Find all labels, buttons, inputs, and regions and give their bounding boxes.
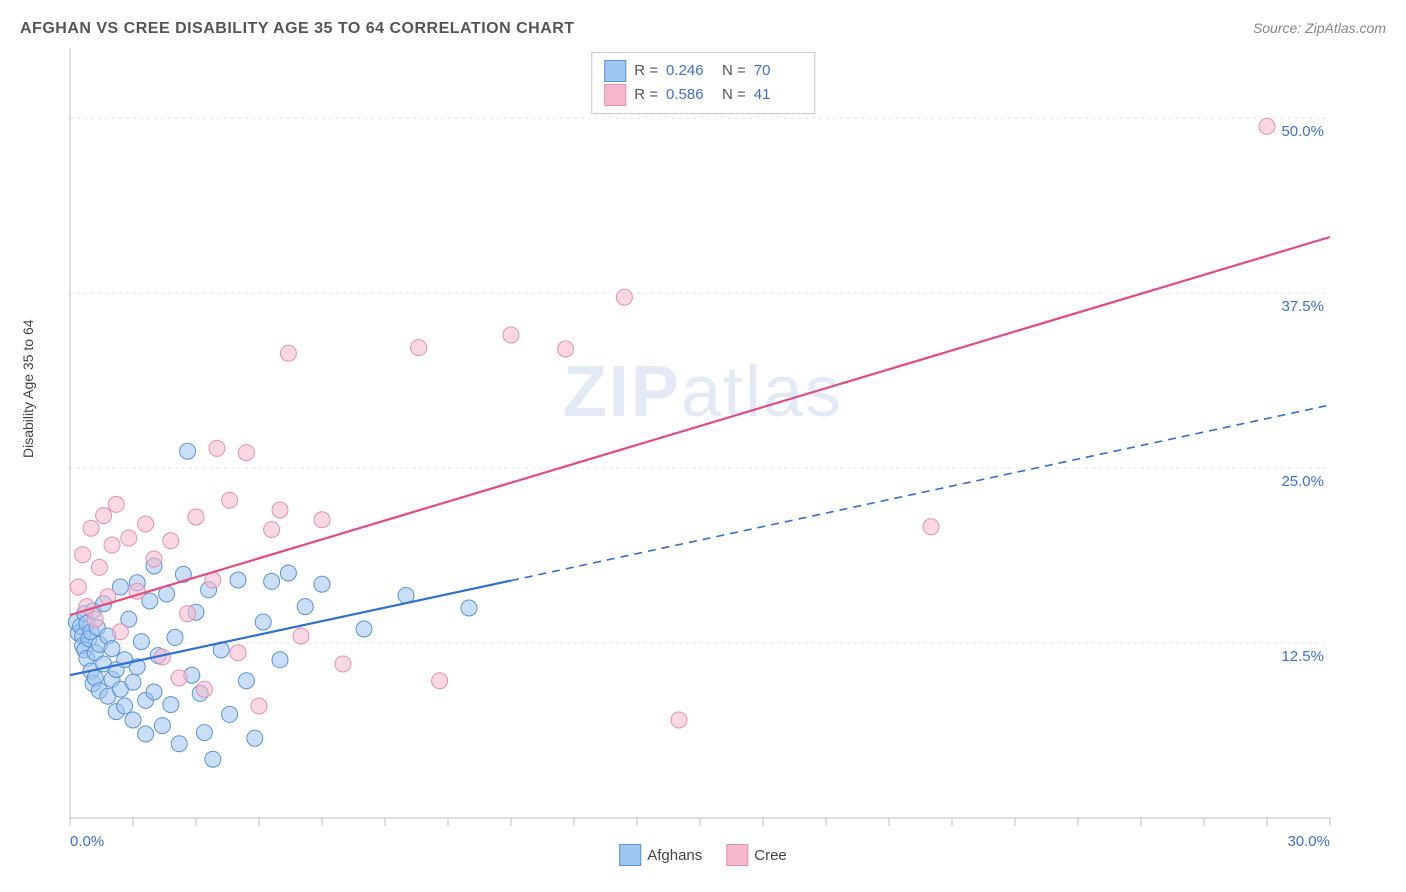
legend-swatch-afghans: [619, 844, 641, 866]
chart-title: AFGHAN VS CREE DISABILITY AGE 35 TO 64 C…: [20, 20, 575, 38]
stats-row-afghans: R = 0.246 N = 70: [604, 59, 802, 83]
svg-text:0.0%: 0.0%: [70, 833, 104, 850]
stats-legend: R = 0.246 N = 70 R = 0.586 N = 41: [591, 52, 815, 114]
r-label: R =: [634, 83, 658, 107]
n-value-cree: 41: [754, 83, 802, 107]
n-label: N =: [722, 59, 746, 83]
chart-header: AFGHAN VS CREE DISABILITY AGE 35 TO 64 C…: [20, 20, 1386, 38]
svg-text:30.0%: 30.0%: [1287, 833, 1330, 850]
series-legend: Afghans Cree: [619, 844, 787, 866]
r-value-cree: 0.586: [666, 83, 714, 107]
scatter-chart: 12.5% 25.0% 37.5% 50.0% 0.0% 30.0%: [20, 48, 1386, 868]
chart-source: Source: ZipAtlas.com: [1253, 20, 1386, 36]
legend-item-cree: Cree: [726, 844, 787, 866]
legend-label-cree: Cree: [754, 847, 787, 864]
legend-label-afghans: Afghans: [647, 847, 702, 864]
stats-row-cree: R = 0.586 N = 41: [604, 83, 802, 107]
swatch-cree: [604, 84, 626, 106]
svg-text:37.5%: 37.5%: [1281, 298, 1324, 315]
n-value-afghans: 70: [754, 59, 802, 83]
swatch-afghans: [604, 60, 626, 82]
n-label: N =: [722, 83, 746, 107]
legend-item-afghans: Afghans: [619, 844, 702, 866]
svg-text:50.0%: 50.0%: [1281, 123, 1324, 140]
chart-container: Disability Age 35 to 64 ZIPatlas 12.5%25…: [20, 48, 1386, 868]
legend-swatch-cree: [726, 844, 748, 866]
y-axis-label: Disability Age 35 to 64: [20, 319, 36, 458]
svg-text:25.0%: 25.0%: [1281, 473, 1324, 490]
svg-text:12.5%: 12.5%: [1281, 648, 1324, 665]
r-label: R =: [634, 59, 658, 83]
r-value-afghans: 0.246: [666, 59, 714, 83]
